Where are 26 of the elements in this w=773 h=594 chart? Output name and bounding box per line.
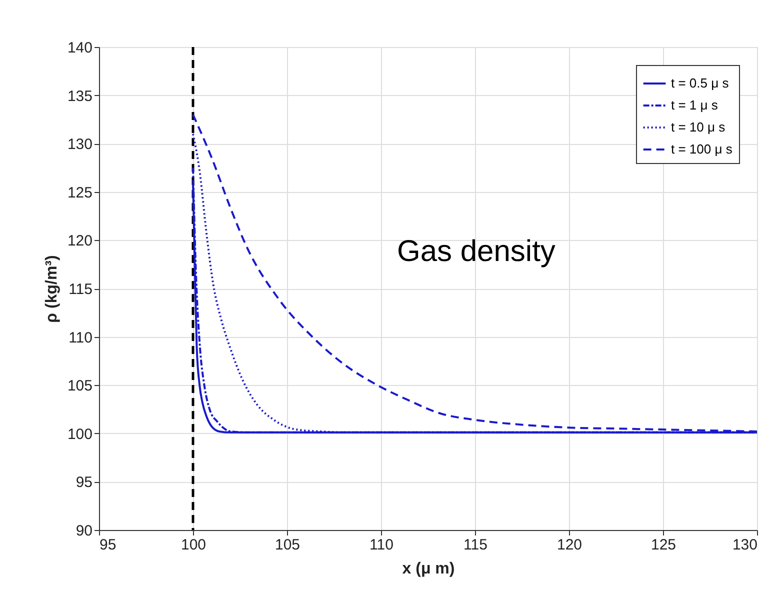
x-tick-label: 120 — [556, 536, 582, 554]
y-tick-label: 125 — [67, 184, 92, 202]
legend-label: t = 0.5 μ s — [671, 76, 730, 90]
y-tick-label: 130 — [67, 136, 92, 154]
legend-label: t = 100 μ s — [671, 142, 733, 156]
y-tick-label: 105 — [67, 378, 92, 395]
y-tick-label: 140 — [67, 40, 92, 56]
x-axis-title: x (μ m) — [402, 560, 455, 578]
x-tick-label: 100 — [180, 536, 206, 554]
annotation: Gas density — [397, 235, 556, 268]
x-tick-label: 130 — [732, 536, 758, 554]
x-tick-label: 95 — [100, 536, 116, 554]
y-tick-label: 90 — [76, 522, 92, 540]
x-tick-label: 125 — [650, 536, 676, 554]
y-tick-label: 110 — [68, 329, 92, 346]
y-tick-label: 100 — [67, 426, 92, 443]
x-tick-label: 115 — [464, 536, 488, 554]
x-tick-label: 110 — [370, 536, 394, 554]
y-axis-title: ρ (kg/m³) — [43, 255, 60, 323]
legend-label: t = 1 μ s — [671, 98, 718, 112]
legend-label: t = 10 μ s — [671, 120, 726, 134]
y-tick-label: 115 — [68, 281, 92, 298]
y-tick-label: 135 — [67, 88, 92, 105]
y-tick-label: 95 — [76, 474, 92, 492]
y-tick-label: 120 — [67, 232, 92, 250]
x-tick-label: 105 — [274, 536, 300, 554]
